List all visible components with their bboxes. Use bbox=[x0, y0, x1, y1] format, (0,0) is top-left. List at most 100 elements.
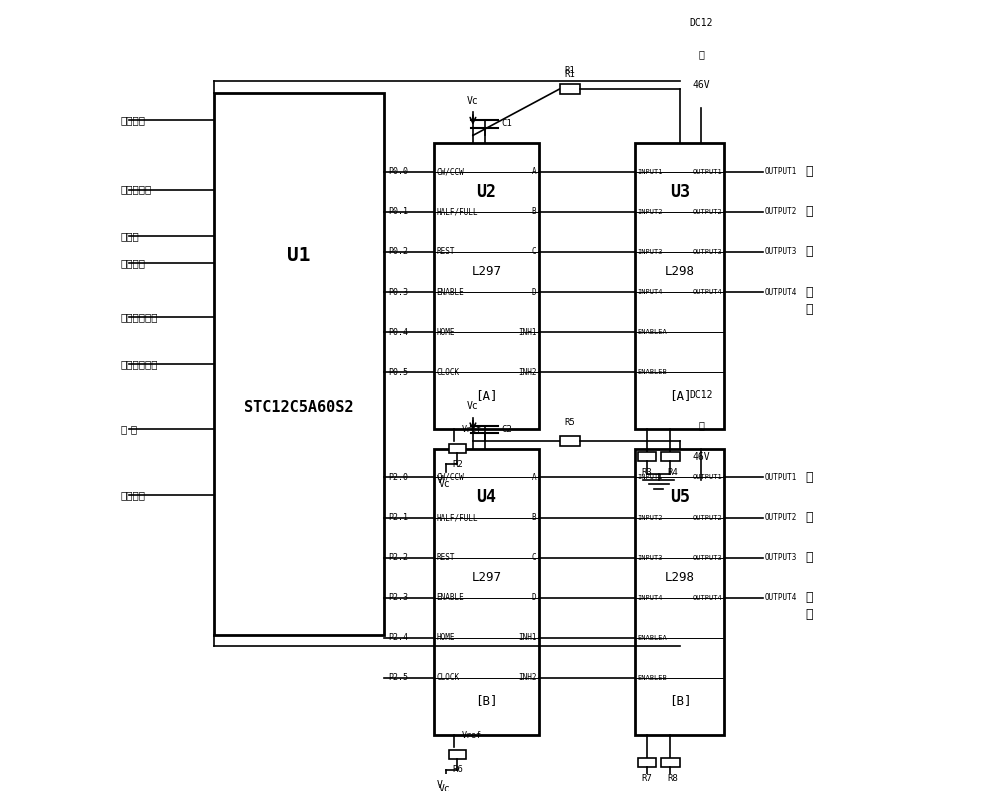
Text: HOME: HOME bbox=[437, 327, 455, 337]
Bar bbox=[635, 143, 724, 430]
Text: Vref: Vref bbox=[461, 425, 481, 434]
Text: OUTPUT3: OUTPUT3 bbox=[765, 248, 797, 256]
Text: ENABLEB: ENABLEB bbox=[638, 675, 667, 681]
Text: Vc: Vc bbox=[467, 96, 479, 105]
Text: [A]: [A] bbox=[669, 388, 691, 402]
Text: OUTPUT3: OUTPUT3 bbox=[692, 249, 722, 255]
Bar bbox=[560, 84, 580, 94]
Text: INH2: INH2 bbox=[518, 673, 536, 683]
Text: P0.0: P0.0 bbox=[388, 167, 408, 176]
Text: 进: 进 bbox=[806, 245, 813, 259]
Text: HOME: HOME bbox=[437, 634, 455, 642]
Text: [A]: [A] bbox=[475, 388, 498, 402]
Text: C: C bbox=[532, 248, 536, 256]
Text: P0.1: P0.1 bbox=[388, 207, 408, 217]
Text: OUTPUT2: OUTPUT2 bbox=[692, 514, 722, 520]
Text: 机: 机 bbox=[806, 608, 813, 622]
Text: INPUT4: INPUT4 bbox=[638, 595, 663, 600]
Text: B: B bbox=[532, 513, 536, 522]
Text: DC12: DC12 bbox=[689, 390, 713, 399]
Text: 转向盘转角: 转向盘转角 bbox=[121, 184, 152, 195]
Text: P2.3: P2.3 bbox=[388, 593, 408, 602]
Text: P2.2: P2.2 bbox=[388, 553, 408, 562]
Text: Vc: Vc bbox=[467, 401, 479, 411]
Text: L298: L298 bbox=[665, 266, 695, 278]
Text: INPUT2: INPUT2 bbox=[638, 514, 663, 520]
Bar bbox=[661, 452, 680, 461]
Text: DC12: DC12 bbox=[689, 18, 713, 28]
Text: L297: L297 bbox=[471, 266, 501, 278]
Text: D: D bbox=[532, 288, 536, 297]
Text: R5: R5 bbox=[564, 418, 575, 427]
Text: C1: C1 bbox=[502, 119, 512, 128]
Text: 电: 电 bbox=[806, 286, 813, 298]
Text: OUTPUT3: OUTPUT3 bbox=[692, 554, 722, 561]
Text: 至: 至 bbox=[698, 421, 704, 430]
Text: L298: L298 bbox=[665, 571, 695, 585]
Text: U4: U4 bbox=[476, 489, 496, 506]
Bar bbox=[434, 143, 539, 430]
Bar bbox=[449, 445, 466, 453]
Text: P2.1: P2.1 bbox=[388, 513, 408, 522]
Text: 动: 动 bbox=[806, 551, 813, 564]
Text: INH1: INH1 bbox=[518, 327, 536, 337]
Text: P0.2: P0.2 bbox=[388, 248, 408, 256]
Text: V: V bbox=[437, 781, 443, 790]
Text: OUTPUT2: OUTPUT2 bbox=[692, 209, 722, 215]
Text: 转向盘: 转向盘 bbox=[121, 231, 140, 241]
Text: 步: 步 bbox=[806, 206, 813, 218]
Text: INPUT3: INPUT3 bbox=[638, 554, 663, 561]
Text: R8: R8 bbox=[667, 774, 678, 783]
Text: Vc: Vc bbox=[438, 479, 450, 489]
Text: 驱: 驱 bbox=[806, 511, 813, 524]
Text: ENABLEA: ENABLEA bbox=[638, 329, 667, 335]
Text: CW/CCW: CW/CCW bbox=[437, 473, 464, 482]
Text: ENABLE: ENABLE bbox=[437, 593, 464, 602]
Text: U2: U2 bbox=[476, 183, 496, 201]
Text: U1: U1 bbox=[287, 246, 311, 265]
Text: 接: 接 bbox=[806, 165, 813, 178]
Text: 轴 重: 轴 重 bbox=[121, 425, 137, 434]
Bar bbox=[638, 452, 656, 461]
Text: 电: 电 bbox=[806, 591, 813, 604]
Text: P0.5: P0.5 bbox=[388, 368, 408, 377]
Bar bbox=[661, 758, 680, 766]
Text: 温度监测: 温度监测 bbox=[121, 490, 146, 500]
Text: HALF/FULL: HALF/FULL bbox=[437, 513, 478, 522]
Text: R1: R1 bbox=[564, 70, 575, 79]
Text: R2: R2 bbox=[452, 460, 463, 468]
Text: OUTPUT1: OUTPUT1 bbox=[765, 473, 797, 482]
Text: Vc: Vc bbox=[438, 785, 450, 791]
Text: OUTPUT4: OUTPUT4 bbox=[692, 595, 722, 600]
Text: CLOCK: CLOCK bbox=[437, 673, 460, 683]
Text: INPUT2: INPUT2 bbox=[638, 209, 663, 215]
Text: P0.4: P0.4 bbox=[388, 327, 408, 337]
Text: REST: REST bbox=[437, 553, 455, 562]
Text: P2.4: P2.4 bbox=[388, 634, 408, 642]
Bar bbox=[449, 750, 466, 759]
Text: A: A bbox=[532, 167, 536, 176]
Text: OUTPUT4: OUTPUT4 bbox=[765, 593, 797, 602]
Text: L297: L297 bbox=[471, 571, 501, 585]
Text: REST: REST bbox=[437, 248, 455, 256]
Text: INPUT1: INPUT1 bbox=[638, 475, 663, 480]
Text: B: B bbox=[532, 207, 536, 217]
Text: INPUT3: INPUT3 bbox=[638, 249, 663, 255]
Text: Vref: Vref bbox=[461, 731, 481, 740]
Text: OUTPUT1: OUTPUT1 bbox=[692, 168, 722, 175]
Text: P2.0: P2.0 bbox=[388, 473, 408, 482]
Text: U3: U3 bbox=[670, 183, 690, 201]
Text: D: D bbox=[532, 593, 536, 602]
Text: 至: 至 bbox=[698, 49, 704, 59]
Bar bbox=[635, 448, 724, 735]
Text: CW/CCW: CW/CCW bbox=[437, 167, 464, 176]
Text: OUTPUT1: OUTPUT1 bbox=[692, 475, 722, 480]
Text: HALF/FULL: HALF/FULL bbox=[437, 207, 478, 217]
Text: A: A bbox=[532, 473, 536, 482]
Text: INPUT4: INPUT4 bbox=[638, 289, 663, 295]
Text: P2.5: P2.5 bbox=[388, 673, 408, 683]
Text: CLOCK: CLOCK bbox=[437, 368, 460, 377]
Text: 接: 接 bbox=[806, 471, 813, 484]
Text: OUTPUT1: OUTPUT1 bbox=[765, 167, 797, 176]
Text: OUTPUT4: OUTPUT4 bbox=[692, 289, 722, 295]
